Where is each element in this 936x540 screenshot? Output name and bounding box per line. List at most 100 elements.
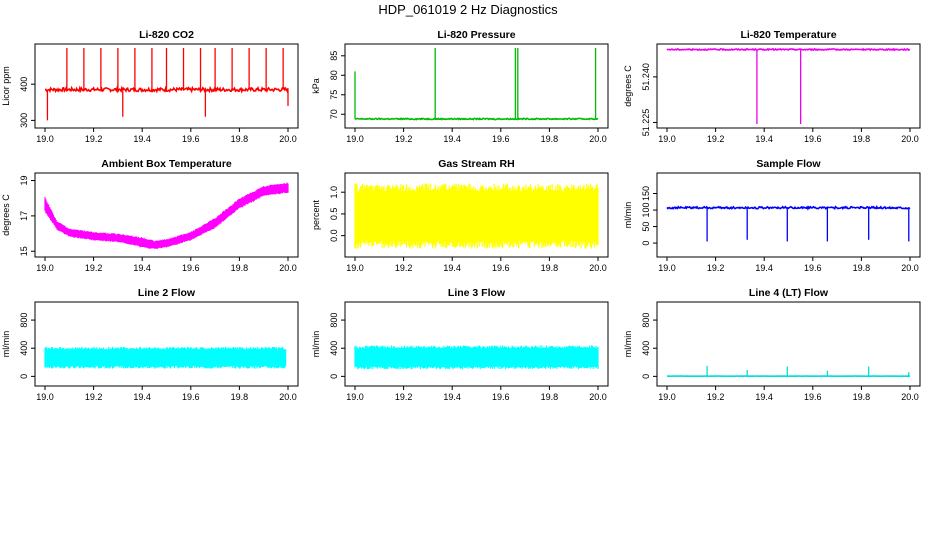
y-tick-label: 800 [19, 313, 29, 328]
y-tick-label: 51.225 [641, 109, 651, 137]
x-tick-label: 19.2 [85, 263, 103, 273]
y-tick-label: 85 [329, 51, 339, 61]
y-tick-label: 0 [329, 374, 339, 379]
x-tick-label: 19.0 [346, 392, 364, 402]
x-tick-label: 19.4 [133, 263, 151, 273]
plot-frame [344, 43, 609, 129]
x-tick-label: 19.2 [395, 134, 413, 144]
chart-title: Li-820 CO2 [139, 29, 194, 41]
x-tick-label: 20.0 [279, 392, 297, 402]
y-tick-label: 51.240 [641, 63, 651, 91]
x-tick-label: 19.0 [658, 392, 676, 402]
y-axis-label: kPa [311, 78, 321, 94]
x-tick-label: 19.6 [182, 263, 200, 273]
x-tick-label: 19.2 [85, 392, 103, 402]
x-tick-label: 19.6 [492, 134, 510, 144]
x-tick-label: 19.4 [443, 263, 461, 273]
y-tick-label: 0.5 [329, 208, 339, 221]
y-tick-label: 150 [641, 186, 651, 201]
chart-panel: Line 4 (LT) Flow ml/min 19.0 19.2 19.4 19.6 19… [623, 287, 921, 402]
x-tick-label: 19.8 [541, 392, 559, 402]
series-line [44, 85, 289, 94]
chart-panel: Sample Flow ml/min 19.0 19.2 19.4 19.6 19.8 20.… [623, 158, 921, 273]
x-tick-label: 19.2 [395, 263, 413, 273]
y-axis-label: ml/min [1, 331, 11, 358]
x-tick-label: 19.0 [36, 263, 54, 273]
y-tick-label: 15 [19, 246, 29, 256]
x-tick-label: 19.8 [541, 263, 559, 273]
y-axis-label: ml/min [311, 331, 321, 358]
x-tick-label: 19.4 [755, 392, 773, 402]
y-tick-label: 400 [329, 341, 339, 356]
series-band [354, 345, 599, 370]
x-tick-label: 20.0 [589, 263, 607, 273]
x-tick-label: 19.6 [804, 134, 822, 144]
plot-frame [34, 301, 299, 387]
x-tick-label: 19.2 [395, 392, 413, 402]
y-axis-label: degrees C [1, 194, 11, 236]
plot-frame [656, 43, 921, 129]
y-tick-label: 400 [641, 341, 651, 356]
x-tick-label: 20.0 [279, 263, 297, 273]
x-tick-label: 19.0 [36, 134, 54, 144]
x-tick-label: 20.0 [901, 392, 919, 402]
x-tick-label: 19.2 [707, 134, 725, 144]
x-tick-label: 19.4 [755, 263, 773, 273]
x-tick-label: 19.4 [443, 392, 461, 402]
x-tick-label: 20.0 [901, 134, 919, 144]
plot-frame [656, 172, 921, 258]
x-tick-label: 19.8 [853, 134, 871, 144]
y-tick-label: 800 [641, 313, 651, 328]
y-axis-label: degrees C [623, 65, 633, 107]
y-tick-label: 300 [19, 113, 29, 128]
x-tick-label: 19.4 [443, 134, 461, 144]
y-tick-label: 0 [19, 374, 29, 379]
chart-panel: Line 2 Flow ml/min 19.0 19.2 19.4 19.6 19.8 20.… [1, 287, 299, 402]
series-band [44, 182, 289, 250]
x-tick-label: 19.6 [492, 392, 510, 402]
chart-title: Li-820 Pressure [437, 29, 515, 41]
y-tick-label: 50 [641, 222, 651, 232]
x-tick-label: 19.0 [346, 134, 364, 144]
chart-panel: Ambient Box Temperature degrees C 19.0 19.2… [1, 158, 299, 273]
x-tick-label: 19.6 [804, 392, 822, 402]
x-tick-label: 19.0 [346, 263, 364, 273]
x-tick-label: 19.2 [707, 263, 725, 273]
plot-frame [344, 301, 609, 387]
chart-title: Line 2 Flow [138, 287, 196, 299]
chart-panel: Li-820 Temperature degrees C 19.0 19.2 19.4 1… [623, 29, 921, 144]
x-tick-label: 19.6 [182, 392, 200, 402]
plot-frame [656, 301, 921, 387]
y-tick-label: 75 [329, 90, 339, 100]
chart-title: Ambient Box Temperature [101, 158, 232, 170]
x-tick-label: 19.6 [804, 263, 822, 273]
x-tick-label: 19.0 [658, 134, 676, 144]
series-line [666, 47, 910, 52]
page-title: HDP_061019 2 Hz Diagnostics [378, 2, 558, 17]
series-band [354, 183, 599, 249]
series-line [354, 117, 599, 121]
x-tick-label: 19.8 [231, 263, 249, 273]
chart-title: Li-820 Temperature [740, 29, 836, 41]
y-tick-label: 0 [641, 374, 651, 379]
x-tick-label: 19.4 [133, 392, 151, 402]
x-tick-label: 19.6 [182, 134, 200, 144]
x-tick-label: 20.0 [589, 392, 607, 402]
y-axis-label: percent [311, 199, 321, 230]
y-tick-label: 100 [641, 203, 651, 218]
chart-panel: Line 3 Flow ml/min 19.0 19.2 19.4 19.6 19.8 20.… [311, 287, 609, 402]
x-tick-label: 19.4 [133, 134, 151, 144]
x-tick-label: 19.8 [231, 392, 249, 402]
series-band [44, 346, 287, 369]
chart-title: Sample Flow [756, 158, 821, 170]
y-axis-label: Licor ppm [1, 66, 11, 106]
x-tick-label: 20.0 [279, 134, 297, 144]
x-tick-label: 19.0 [658, 263, 676, 273]
chart-panel: Li-820 Pressure kPa 19.0 19.2 19.4 19.6 19.8 20… [311, 29, 609, 144]
chart-panel: Li-820 CO2 Licor ppm 19.0 19.2 19.4 19.6 19.8 2… [1, 29, 299, 144]
y-tick-label: 400 [19, 77, 29, 92]
chart-panel: Gas Stream RH percent 19.0 19.2 19.4 19.6 19.8… [311, 158, 609, 273]
chart-title: Line 3 Flow [448, 287, 506, 299]
series-line [666, 205, 911, 211]
